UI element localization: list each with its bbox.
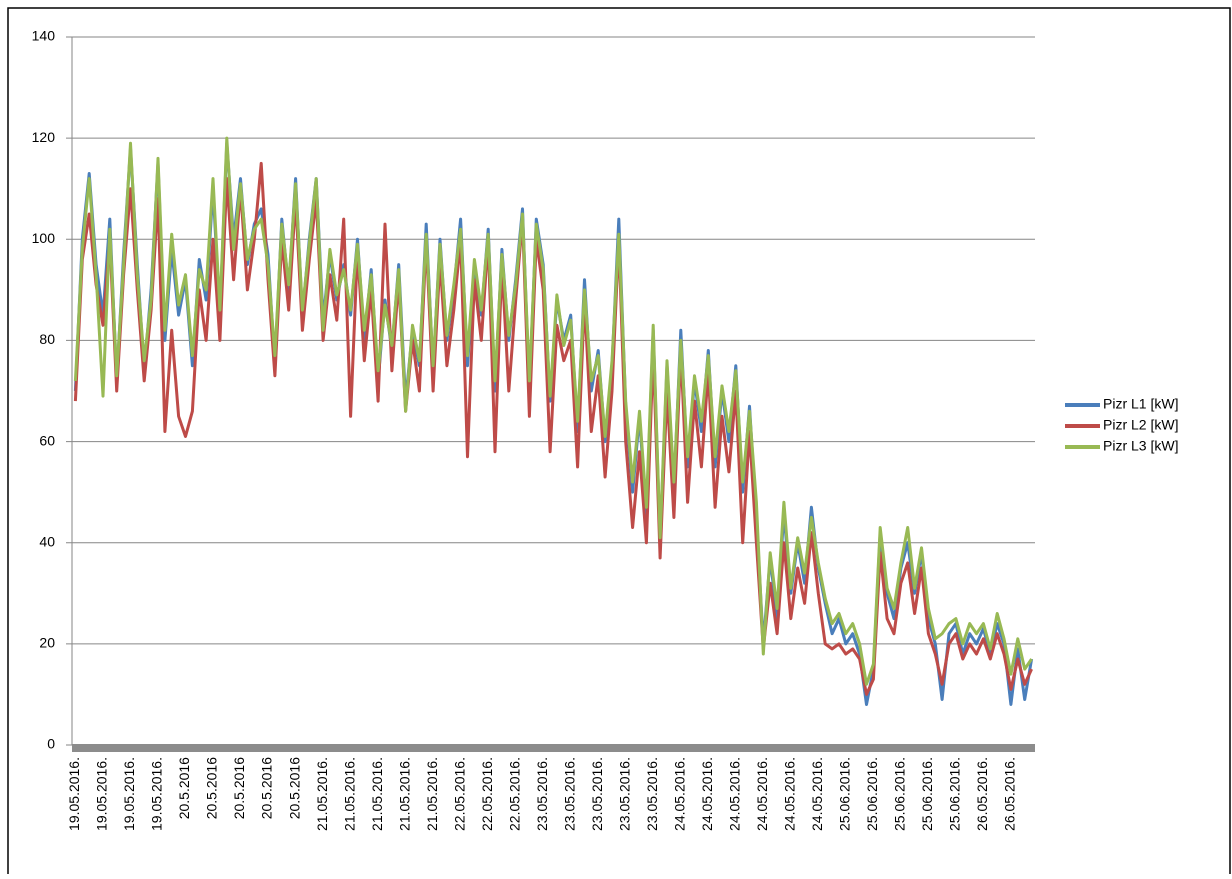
- x-tick-label: 21.05.2016.: [396, 757, 412, 831]
- y-tick-label: 20: [39, 635, 55, 651]
- x-tick-label: 25.06.2016.: [864, 757, 880, 831]
- x-tick-label: 23.05.2016.: [534, 757, 550, 831]
- x-tick-label: 23.05.2016.: [644, 757, 660, 831]
- x-tick-label: 21.05.2016.: [341, 757, 357, 831]
- x-tick-label: 21.05.2016.: [314, 757, 330, 831]
- x-tick-label: 24.05.2016.: [726, 757, 742, 831]
- x-tick-label: 26.05.2016.: [1002, 757, 1018, 831]
- series-line: [73, 136, 1033, 686]
- x-tick-label: 20.5.2016: [176, 757, 192, 819]
- x-tick-label: 19.05.2016.: [94, 757, 110, 831]
- x-tick-label: 23.05.2016.: [561, 757, 577, 831]
- x-tick-label: 25.06.2016.: [837, 757, 853, 831]
- x-tick-label: 22.05.2016.: [506, 757, 522, 831]
- x-tick-label: 24.05.2016.: [782, 757, 798, 831]
- x-tick-label: 22.05.2016.: [479, 757, 495, 831]
- y-tick-label: 120: [32, 129, 56, 145]
- x-tick-label: 25.06.2016.: [892, 757, 908, 831]
- x-tick-label: 24.05.2016.: [809, 757, 825, 831]
- x-tick-label: 23.05.2016.: [589, 757, 605, 831]
- x-tick-label: 19.05.2016.: [121, 757, 137, 831]
- y-tick-label: 0: [47, 736, 55, 752]
- x-tick-label: 25.06.2016.: [919, 757, 935, 831]
- x-tick-label: 25.06.2016.: [947, 757, 963, 831]
- series-line: [73, 161, 1033, 696]
- x-tick-label: 23.05.2016.: [616, 757, 632, 831]
- y-tick-label: 80: [39, 331, 55, 347]
- x-tick-label: 20.5.2016: [286, 757, 302, 819]
- x-tick-label: 20.5.2016: [259, 757, 275, 819]
- y-tick-label: 140: [32, 28, 56, 44]
- x-tick-label: 19.05.2016.: [66, 757, 82, 831]
- x-tick-label: 20.5.2016: [204, 757, 220, 819]
- y-tick-label: 100: [32, 230, 56, 246]
- legend-label: Pizr L3 [kW]: [1103, 438, 1178, 454]
- x-tick-label: 19.05.2016.: [149, 757, 165, 831]
- x-tick-label: 20.5.2016: [231, 757, 247, 819]
- x-tick-label: 21.05.2016.: [369, 757, 385, 831]
- frame: [7, 7, 1231, 879]
- y-tick-label: 60: [39, 432, 55, 448]
- x-tick-label: 24.05.2016.: [754, 757, 770, 831]
- legend-label: Pizr L2 [kW]: [1103, 417, 1178, 433]
- x-tick-label: 21.05.2016.: [424, 757, 440, 831]
- y-tick-label: 40: [39, 533, 55, 549]
- x-tick-label: 24.05.2016.: [699, 757, 715, 831]
- x-tick-label: 26.05.2016.: [974, 757, 990, 831]
- legend-label: Pizr L1 [kW]: [1103, 396, 1178, 412]
- x-tick-label: 24.05.2016.: [671, 757, 687, 831]
- x-tick-label: 22.05.2016.: [451, 757, 467, 831]
- x-axis: [72, 744, 1035, 752]
